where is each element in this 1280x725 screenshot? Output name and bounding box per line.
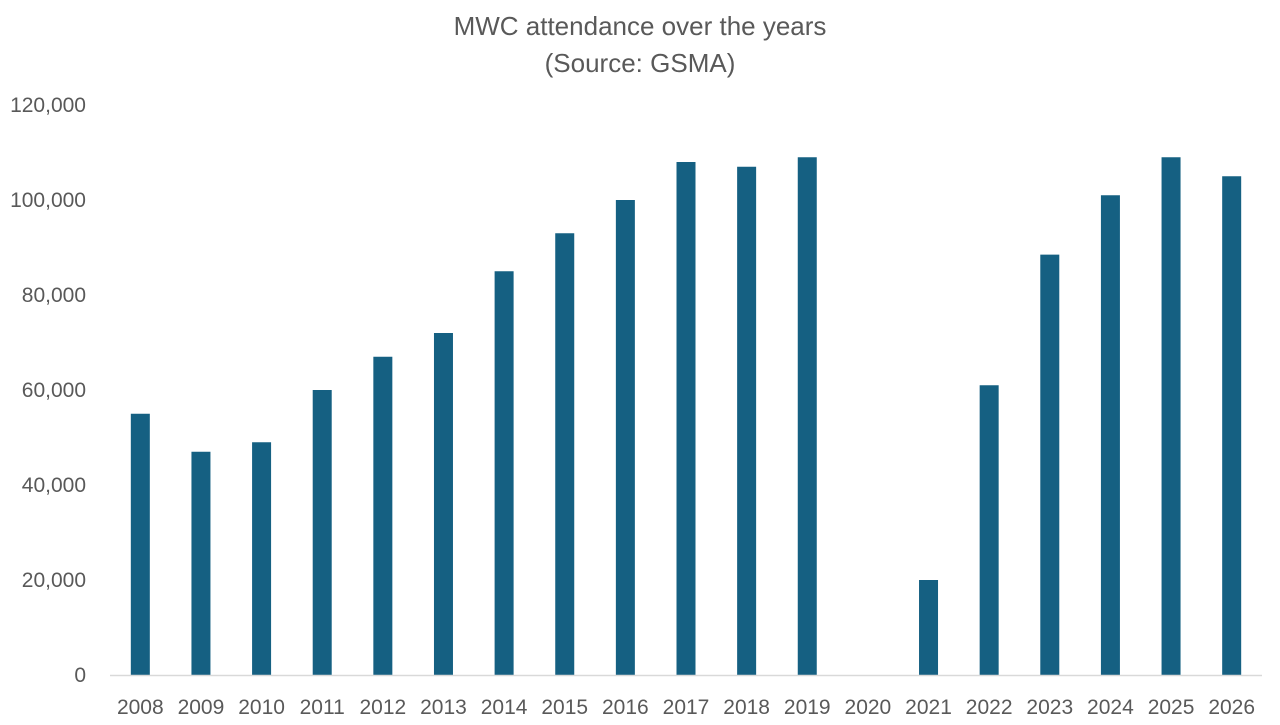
- y-tick-label: 80,000: [22, 284, 86, 307]
- x-tick-label: 2020: [845, 696, 892, 719]
- bar-2014: [494, 271, 514, 675]
- x-tick-label: 2016: [602, 696, 649, 719]
- y-tick-label: 100,000: [10, 189, 86, 212]
- y-tick-label: 120,000: [10, 94, 86, 117]
- x-tick-label: 2022: [966, 696, 1013, 719]
- bar-2012: [373, 356, 393, 675]
- x-tick-label: 2008: [117, 696, 164, 719]
- x-tick-label: 2018: [723, 696, 770, 719]
- y-tick-label: 40,000: [22, 474, 86, 497]
- bar-2024: [1100, 195, 1120, 675]
- bar-2010: [252, 442, 272, 675]
- x-tick-label: 2012: [359, 696, 406, 719]
- x-tick-label: 2014: [481, 696, 528, 719]
- bar-2022: [979, 385, 999, 675]
- bar-2023: [1040, 254, 1060, 676]
- chart-subtitle: (Source: GSMA): [544, 48, 736, 78]
- bar-2016: [615, 200, 635, 675]
- x-tick-label: 2025: [1148, 696, 1195, 719]
- x-tick-label: 2021: [905, 696, 952, 719]
- x-tick-label: 2019: [784, 696, 831, 719]
- x-tick-label: 2017: [663, 696, 710, 719]
- x-tick-label: 2023: [1026, 696, 1073, 719]
- x-tick-label: 2013: [420, 696, 467, 719]
- bar-2021: [919, 580, 939, 675]
- x-tick-label: 2011: [300, 696, 345, 719]
- x-tick-label: 2010: [238, 696, 285, 719]
- x-tick-label: 2009: [178, 696, 225, 719]
- x-tick-label: 2026: [1208, 696, 1255, 719]
- bar-2026: [1222, 176, 1242, 675]
- y-tick-label: 60,000: [22, 379, 86, 402]
- bar-2008: [130, 413, 150, 675]
- chart-title: MWC attendance over the years: [453, 11, 827, 41]
- bar-2015: [555, 233, 575, 675]
- bar-2011: [312, 390, 332, 675]
- bar-2009: [191, 451, 211, 675]
- y-tick-label: 0: [74, 664, 86, 687]
- bar-2018: [737, 166, 757, 675]
- x-tick-label: 2015: [541, 696, 588, 719]
- bar-2019: [797, 157, 817, 675]
- y-tick-label: 20,000: [22, 569, 86, 592]
- bar-2025: [1161, 157, 1181, 675]
- bar-2013: [433, 333, 453, 675]
- x-tick-label: 2024: [1087, 696, 1134, 719]
- bar-2017: [676, 162, 696, 675]
